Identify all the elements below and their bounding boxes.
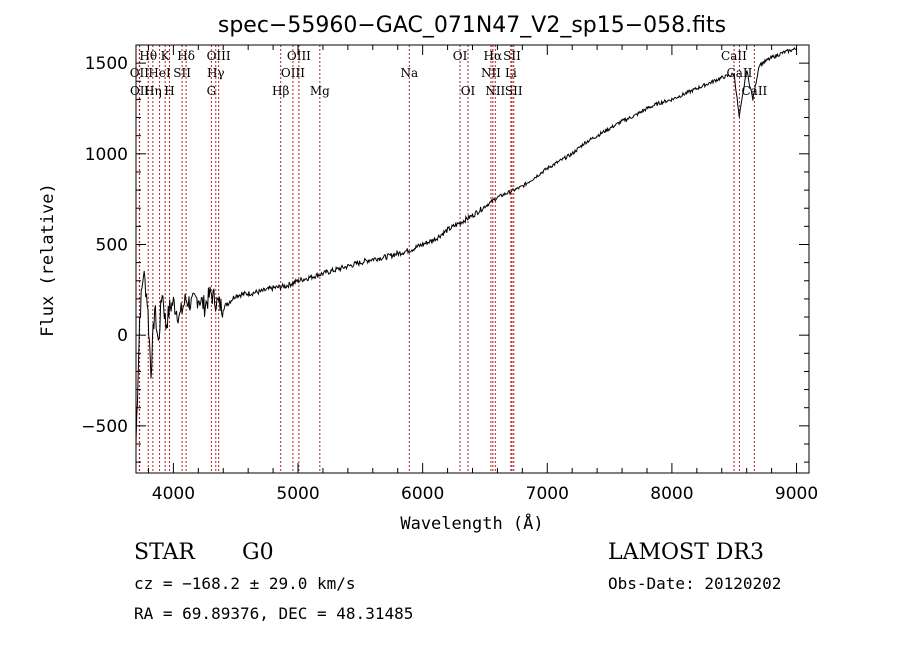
object-class: STAR — [134, 540, 195, 565]
line-label-23: NII — [485, 84, 505, 98]
y-tick-label-3: 1000 — [85, 145, 128, 165]
spectral-line-labels: Hθ OII OII K HeI Hη H Hδ SII OIII Hγ G OIII OIII Hβ Mg N… — [130, 49, 768, 98]
line-label-3: K — [161, 49, 171, 63]
y-tick-labels: −500 0 500 1000 1500 — [81, 54, 128, 437]
object-subclass: G0 — [242, 540, 274, 565]
line-label-24: SII — [505, 84, 523, 98]
line-label-25: CaII — [721, 49, 747, 63]
line-label-18: OI — [461, 84, 476, 98]
y-tick-label-2: 500 — [96, 235, 128, 255]
line-label-5: Hη — [144, 84, 162, 98]
y-tick-label-1: 0 — [117, 326, 128, 346]
spectral-line-markers — [138, 45, 755, 473]
chart-title: spec−55960−GAC_071N47_V2_sp15−058.fits — [218, 13, 726, 38]
x-tick-label-0: 4000 — [152, 484, 195, 504]
line-label-17: OI — [453, 49, 468, 63]
line-label-1: OII — [130, 66, 150, 80]
line-label-15: Mg — [310, 84, 330, 98]
line-label-0: Hθ — [139, 49, 157, 63]
line-label-21: NII — [481, 66, 501, 80]
axis-ticks — [136, 45, 809, 473]
line-label-20: SII — [503, 49, 521, 63]
x-tick-label-4: 8000 — [650, 484, 693, 504]
y-axis-title: Flux (relative) — [38, 183, 58, 337]
line-label-22: Li — [505, 66, 517, 80]
x-tick-label-2: 6000 — [401, 484, 444, 504]
spectrum-line — [135, 46, 797, 445]
x-axis-title: Wavelength (Å) — [400, 512, 543, 534]
line-label-12: OIII — [287, 49, 311, 63]
y-tick-label-4: 1500 — [85, 54, 128, 74]
plot-frame — [135, 44, 810, 474]
line-label-7: Hδ — [177, 49, 195, 63]
x-tick-labels: 4000 5000 6000 7000 8000 9000 — [152, 484, 818, 504]
line-label-10: Hγ — [207, 66, 225, 80]
x-tick-label-1: 5000 — [276, 484, 319, 504]
x-tick-label-3: 7000 — [526, 484, 569, 504]
line-label-8: SII — [173, 66, 191, 80]
survey-name: LAMOST DR3 — [608, 540, 764, 565]
observation-date: Obs-Date: 20120202 — [608, 574, 782, 593]
sky-coordinates: RA = 69.89376, DEC = 48.31485 — [134, 604, 414, 623]
redshift-velocity: cz = −168.2 ± 29.0 km/s — [134, 574, 356, 593]
line-label-13: OIII — [281, 66, 305, 80]
line-label-6: H — [164, 84, 174, 98]
line-label-16: Na — [400, 66, 418, 80]
x-tick-label-5: 9000 — [775, 484, 818, 504]
line-label-2: OII — [130, 84, 150, 98]
line-label-19: Hα — [484, 49, 503, 63]
line-label-14: Hβ — [272, 84, 289, 98]
y-tick-label-0: −500 — [81, 417, 128, 437]
line-label-4: HeI — [148, 66, 171, 80]
line-label-9: OIII — [207, 49, 231, 63]
line-label-11: G — [207, 84, 217, 98]
